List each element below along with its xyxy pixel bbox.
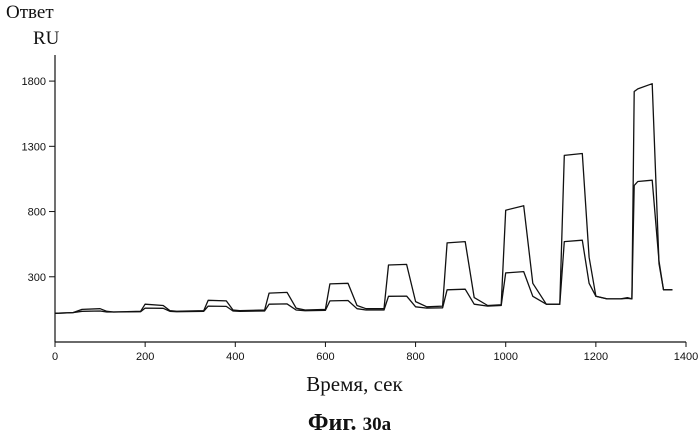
x-tick-label: 400 [226,351,244,363]
x-tick-label: 0 [52,351,58,363]
caption-number: 30а [363,414,392,435]
figure-caption: Фиг. 30а [0,410,699,437]
x-tick-label: 1200 [584,351,608,363]
y-tick-label: 300 [28,272,46,284]
x-tick-label: 200 [136,351,154,363]
x-tick-label: 600 [316,351,334,363]
axis-ticks: 0 200 400 600 800 1000 1200 1400 300 800 1300 1800 [22,76,699,363]
y-tick-label: 800 [28,207,46,219]
series-lines [55,84,673,314]
caption-prefix: Фиг. [308,410,357,436]
x-tick-label: 1400 [674,351,698,363]
y-tick-label: 1300 [22,141,46,153]
x-tick-label: 800 [406,351,424,363]
y-tick-label: 1800 [22,76,46,88]
x-tick-label: 1000 [493,351,517,363]
x-axis-label: Время, сек [0,372,699,397]
series-line-1 [55,84,673,314]
series-line-2 [55,180,673,313]
